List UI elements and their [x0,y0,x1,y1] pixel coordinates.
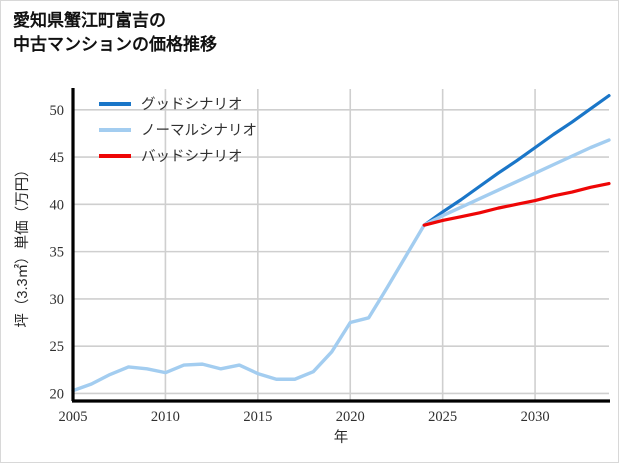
y-tick-label: 50 [50,103,65,119]
x-tick-label: 2030 [521,409,550,425]
legend-label-バッドシナリオ: バッドシナリオ [141,149,243,165]
series-line-バッドシナリオ [422,181,611,227]
chart-title: 愛知県蟹江町富吉の 中古マンションの価格推移 [13,11,217,55]
legend-label-ノーマルシナリオ: ノーマルシナリオ [141,123,257,139]
y-tick-label: 45 [50,150,65,166]
y-tick-label: 25 [50,339,65,355]
x-tick-label: 2005 [59,409,88,425]
y-axis-title: 坪（3.3㎡）単価（万円） [14,162,31,327]
y-tick-label: 20 [50,386,65,402]
series-line-グッドシナリオ [422,94,611,227]
x-tick-label: 2025 [428,409,457,425]
axis-titles: 年 坪（3.3㎡）単価（万円） [14,162,348,446]
x-tick-label: 2015 [243,409,272,425]
y-tick-label: 40 [50,197,65,213]
y-tick-label: 35 [50,245,65,261]
x-tick-label: 2010 [151,409,180,425]
y-tick-label: 30 [50,292,65,308]
x-axis-title: 年 [334,429,349,446]
series-lines [71,94,611,393]
x-tick-label: 2020 [336,409,365,425]
axis-lines [71,88,610,403]
legend-label-グッドシナリオ: グッドシナリオ [141,96,243,113]
series-line-ノーマルシナリオ [71,138,611,393]
